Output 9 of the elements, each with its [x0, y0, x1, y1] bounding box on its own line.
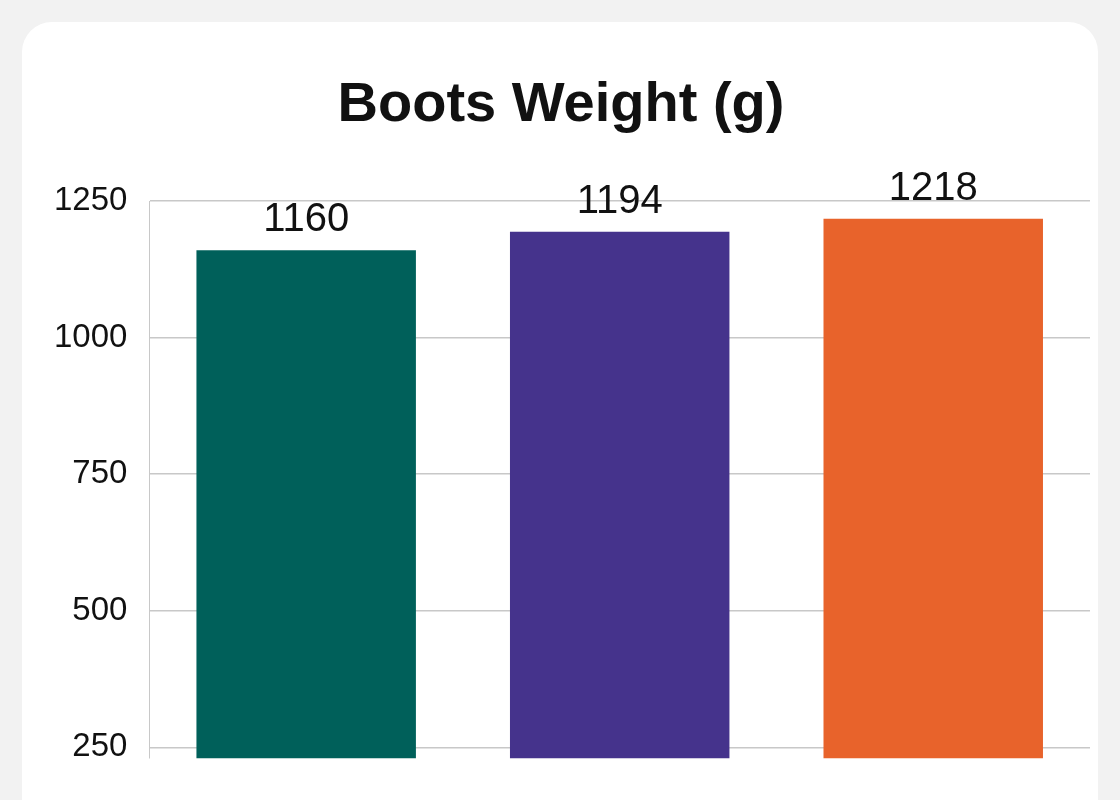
y-tick-label: 500	[72, 589, 128, 627]
chart-title: Boots Weight (g)	[337, 70, 785, 134]
data-label: 1194	[576, 176, 663, 221]
data-label: 1160	[263, 195, 350, 240]
y-tick-label: 250	[72, 726, 128, 764]
y-tick-label: 1000	[53, 316, 128, 354]
data-label: 1218	[888, 163, 978, 208]
y-tick-label: 750	[72, 453, 128, 491]
y-tick-label: 1250	[53, 180, 128, 218]
